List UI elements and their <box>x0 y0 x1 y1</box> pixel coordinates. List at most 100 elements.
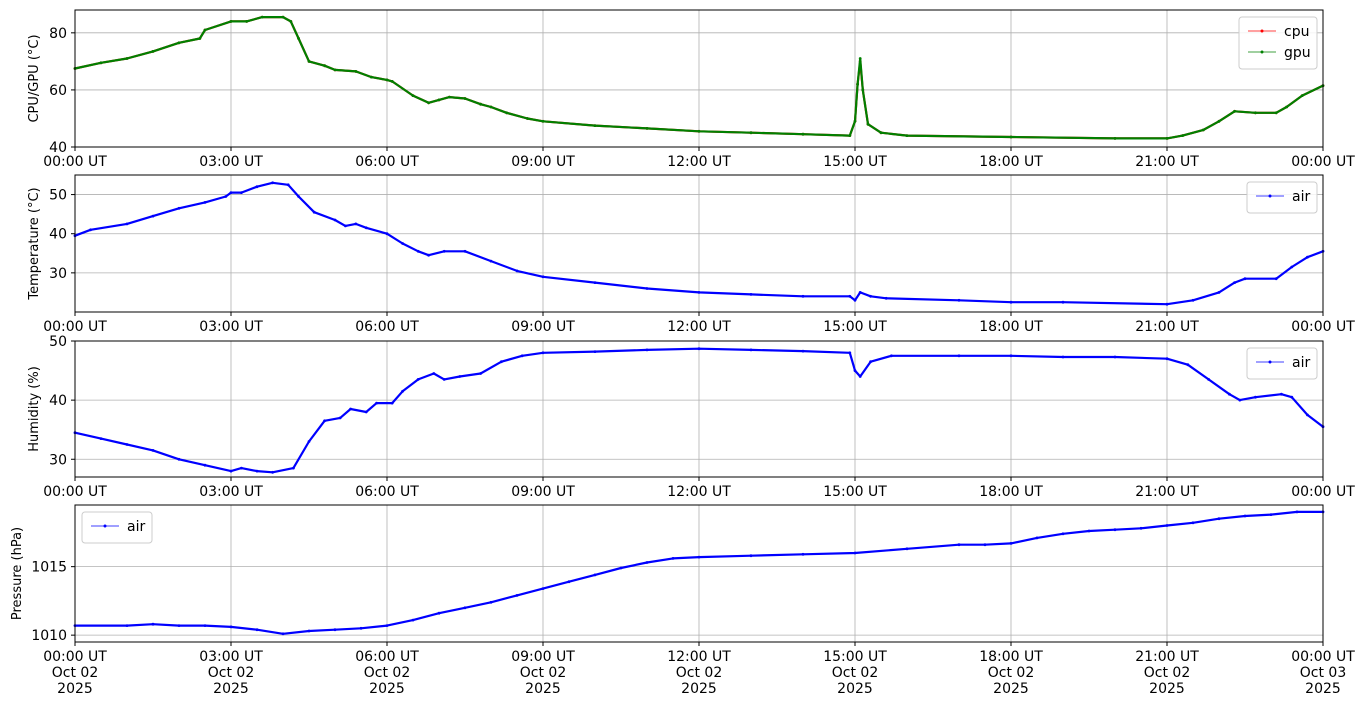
data-point-air <box>1243 277 1247 281</box>
x-tick-label: 12:00 UT <box>667 484 731 500</box>
data-point-air <box>255 185 259 189</box>
data-point-air <box>957 543 961 547</box>
data-point-gpu <box>307 60 311 63</box>
x-tick-label: Oct 02 <box>1144 665 1190 681</box>
x-tick-label: Oct 02 <box>52 665 98 681</box>
legend-box <box>81 511 153 544</box>
data-point-air <box>375 401 378 405</box>
data-point-gpu <box>125 57 129 60</box>
data-point-gpu <box>385 78 389 82</box>
data-point-gpu <box>1009 135 1013 139</box>
data-point-gpu <box>1274 111 1278 115</box>
x-tick-label: 21:00 UT <box>1135 319 1199 335</box>
data-point-air <box>593 350 597 353</box>
data-point-gpu <box>354 70 358 73</box>
data-point-air <box>1165 357 1169 361</box>
x-tick-label: 00:00 UT <box>43 319 107 335</box>
data-point-gpu <box>505 111 508 115</box>
data-point-air <box>1306 413 1309 417</box>
data-point-air <box>401 242 404 245</box>
data-point-gpu <box>593 124 597 127</box>
y-tick-label: 30 <box>49 452 67 468</box>
data-point-gpu <box>370 75 373 79</box>
data-point-air <box>1113 528 1117 532</box>
data-point-air <box>957 298 961 302</box>
data-point-air <box>1009 542 1013 545</box>
data-point-gpu <box>177 41 181 45</box>
y-tick-label: 50 <box>49 334 67 350</box>
y-tick-label: 40 <box>49 140 67 156</box>
data-point-gpu <box>463 97 467 100</box>
data-point-air <box>229 469 233 473</box>
x-tick-label: 2025 <box>57 681 93 697</box>
data-point-gpu <box>866 122 870 126</box>
x-tick-label: Oct 03 <box>1300 665 1346 681</box>
data-point-air <box>1233 281 1236 284</box>
data-point-air <box>416 378 420 381</box>
x-tick-label: 00:00 UT <box>1291 319 1355 335</box>
data-point-air <box>255 469 259 473</box>
y-tick-label: 1015 <box>31 560 67 576</box>
data-point-air <box>307 629 311 633</box>
data-point-air <box>520 354 524 358</box>
data-point-air <box>390 401 394 405</box>
data-point-air <box>203 201 207 204</box>
data-point-air <box>541 275 545 279</box>
data-point-gpu <box>260 15 264 19</box>
data-point-air <box>385 624 389 627</box>
data-point-gpu <box>879 131 883 135</box>
x-tick-label: 2025 <box>213 681 249 697</box>
data-point-gpu <box>526 117 529 120</box>
legend-box <box>1246 181 1318 214</box>
data-point-air <box>151 449 155 452</box>
data-point-air <box>442 378 446 381</box>
data-point-air <box>427 253 430 257</box>
data-point-air <box>801 552 805 556</box>
data-point-air <box>125 222 129 226</box>
data-point-air <box>333 628 337 632</box>
data-point-air <box>1186 363 1190 367</box>
data-point-air <box>463 606 467 610</box>
data-point-air <box>359 626 363 630</box>
data-point-gpu <box>801 132 805 136</box>
data-point-air <box>801 294 805 298</box>
x-tick-label: 06:00 UT <box>355 154 419 170</box>
legend: air <box>1246 181 1318 214</box>
data-point-air <box>869 360 872 364</box>
data-point-air <box>354 222 358 226</box>
x-tick-label: 21:00 UT <box>1135 154 1199 170</box>
data-point-air <box>292 466 295 470</box>
data-point-air <box>749 348 753 352</box>
data-point-air <box>869 294 872 298</box>
data-point-gpu <box>749 131 753 135</box>
data-point-air <box>323 419 326 423</box>
x-tick-label: 09:00 UT <box>511 484 575 500</box>
data-point-air <box>125 624 129 627</box>
x-tick-label: 21:00 UT <box>1135 649 1199 665</box>
data-point-air <box>177 206 181 210</box>
data-point-gpu <box>281 15 285 19</box>
data-point-gpu <box>1202 128 1205 132</box>
data-point-air <box>307 440 311 443</box>
data-point-air <box>442 249 446 253</box>
data-point-gpu <box>479 102 482 106</box>
legend-marker-air <box>1268 360 1272 364</box>
data-point-gpu <box>333 68 337 72</box>
x-tick-label: 2025 <box>369 681 405 697</box>
data-point-air <box>1035 536 1039 540</box>
data-point-gpu <box>390 80 394 83</box>
data-point-air <box>489 259 493 263</box>
data-point-gpu <box>1217 119 1221 123</box>
x-tick-label: 03:00 UT <box>199 649 263 665</box>
data-point-air <box>437 611 441 615</box>
data-point-air <box>1280 392 1283 396</box>
data-point-air <box>1217 517 1221 521</box>
x-tick-label: 18:00 UT <box>979 154 1043 170</box>
data-point-air <box>593 573 597 577</box>
data-point-air <box>401 389 404 393</box>
data-point-air <box>619 566 623 570</box>
data-point-air <box>271 181 274 185</box>
y-axis-label: Temperature (°C) <box>27 187 42 300</box>
